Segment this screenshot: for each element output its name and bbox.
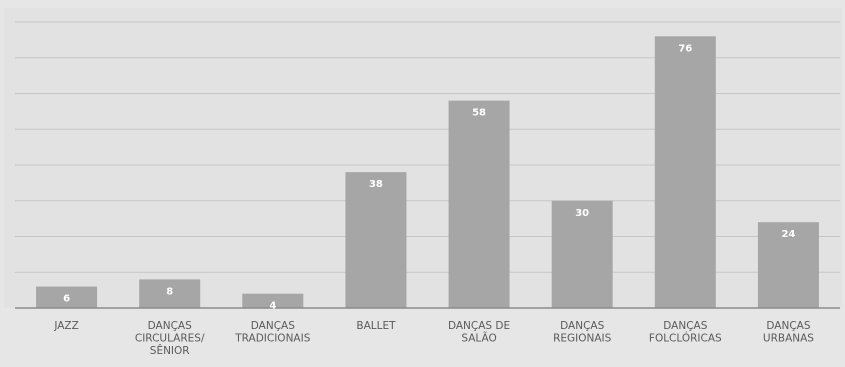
bar-1 — [139, 279, 201, 308]
data-label-1: 8 — [166, 286, 173, 297]
data-label-7: 24 — [781, 229, 795, 240]
category-label-line: DANÇAS — [148, 320, 192, 332]
category-label-line: FOLCLÓRICAS — [649, 332, 722, 345]
category-label-1: DANÇAS CIRCULARES/SÊNIOR — [135, 320, 205, 357]
category-label-line: BALLET — [356, 320, 396, 332]
data-labels: 6 8 4 38 58 30 76 24 — [63, 43, 795, 311]
category-label-5: DANÇAS REGIONAIS — [553, 320, 612, 345]
category-label-7: DANÇAS URBANAS — [763, 320, 814, 345]
category-label-line: TRADICIONAIS — [234, 333, 310, 345]
category-label-2: DANÇAS TRADICIONAIS — [234, 320, 310, 345]
bar-0 — [36, 286, 98, 308]
data-label-6: 76 — [678, 43, 692, 54]
bars — [36, 36, 819, 309]
category-label-line: REGIONAIS — [553, 333, 612, 345]
bar-7 — [757, 222, 819, 308]
bar-6 — [654, 36, 716, 309]
category-label-3: BALLET — [356, 320, 396, 332]
category-label-line: DANÇAS — [663, 320, 707, 332]
data-label-0: 6 — [63, 294, 70, 305]
category-label-4: DANÇAS DE SALÃO — [448, 320, 510, 345]
gridlines — [15, 21, 840, 273]
category-label-line: DANÇAS DE — [448, 320, 510, 332]
category-label-line: SALÃO — [461, 332, 496, 345]
category-label-0: JAZZ — [53, 320, 78, 332]
data-label-2: 4 — [269, 301, 276, 312]
bar-5 — [551, 200, 613, 308]
data-label-3: 38 — [369, 179, 383, 190]
category-label-6: DANÇAS FOLCLÓRICAS — [649, 320, 722, 345]
category-label-line: DANÇAS — [251, 320, 295, 332]
data-label-4: 58 — [472, 108, 486, 119]
bar-2 — [242, 293, 304, 308]
category-label-line: DANÇAS — [560, 320, 604, 332]
bar-4 — [448, 100, 510, 309]
category-label-line: SÊNIOR — [150, 344, 190, 357]
category-label-line: DANÇAS — [766, 320, 810, 332]
category-label-line: JAZZ — [53, 320, 78, 332]
category-label-line: CIRCULARES/ — [135, 333, 205, 345]
bar-3 — [345, 172, 407, 308]
plot-area — [4, 8, 842, 308]
data-label-5: 30 — [575, 208, 589, 219]
category-label-line: URBANAS — [763, 333, 814, 345]
